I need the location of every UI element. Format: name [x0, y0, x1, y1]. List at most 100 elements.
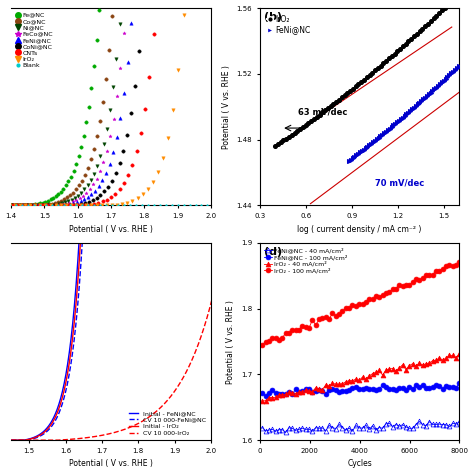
Point	[44, 201, 52, 209]
Point	[85, 198, 93, 205]
Point	[84, 201, 92, 209]
Initial - IrO₂	[55, 409, 61, 415]
Point	[103, 201, 110, 209]
Point	[397, 115, 405, 123]
Point	[39, 201, 46, 209]
Point	[128, 109, 135, 117]
Point	[5, 201, 12, 209]
Point	[25, 201, 32, 209]
Point	[108, 12, 116, 20]
Point	[4, 201, 12, 209]
Point	[102, 169, 110, 177]
Point	[27, 201, 35, 209]
Point	[48, 201, 55, 209]
Initial - IrO₂	[46, 425, 51, 431]
Point	[9, 201, 16, 209]
Point	[399, 114, 407, 121]
Point	[73, 196, 80, 204]
Point	[7, 201, 15, 209]
Point	[102, 75, 110, 82]
Point	[13, 201, 21, 209]
Point	[52, 201, 59, 209]
Point	[191, 201, 199, 209]
Point	[424, 20, 432, 27]
Point	[64, 197, 72, 205]
Point	[111, 190, 119, 197]
Point	[133, 147, 140, 155]
Point	[21, 201, 29, 209]
CV 10 000-FeNi@NC	[5, 438, 10, 443]
Point	[60, 185, 67, 192]
Point	[116, 185, 123, 193]
Point	[447, 70, 455, 77]
Point	[52, 192, 59, 200]
Point	[210, 201, 217, 209]
Point	[341, 91, 348, 99]
Point	[296, 125, 304, 133]
Point	[47, 196, 55, 203]
Point	[39, 201, 46, 209]
Point	[82, 118, 90, 126]
Point	[15, 201, 23, 209]
Point	[120, 180, 128, 187]
Initial - FeNi@NC	[74, 273, 80, 279]
Point	[94, 199, 102, 207]
Point	[412, 102, 419, 110]
Point	[33, 201, 41, 209]
Point	[103, 125, 110, 132]
Point	[80, 132, 88, 139]
Point	[396, 45, 404, 53]
Point	[62, 201, 70, 209]
Initial - IrO₂	[1, 438, 7, 443]
Point	[4, 201, 11, 209]
Point	[51, 199, 59, 207]
Point	[120, 201, 128, 209]
Legend: IrO₂, FeNi@NC: IrO₂, FeNi@NC	[264, 12, 313, 37]
Point	[82, 189, 90, 197]
Point	[36, 200, 44, 207]
Point	[345, 157, 353, 165]
Point	[131, 82, 139, 90]
Point	[382, 128, 390, 136]
Point	[106, 160, 113, 167]
Point	[77, 189, 85, 197]
IrO₂ - 100 mA/cm²	[323, 315, 328, 320]
Point	[364, 143, 371, 150]
Point	[453, 64, 460, 72]
CV 10 000-FeNi@NC	[4, 438, 9, 443]
Point	[408, 35, 415, 43]
Legend: Fe@NC, Co@NC, Ni@NC, FeCo@NC, FeNi@NC, CoNi@NC, CNTs, IrO₂, Blank: Fe@NC, Co@NC, Ni@NC, FeCo@NC, FeNi@NC, C…	[14, 11, 54, 70]
Point	[319, 109, 326, 116]
Point	[45, 201, 53, 209]
Point	[42, 201, 49, 209]
Point	[291, 129, 298, 137]
Point	[302, 121, 310, 128]
CV 10 000-IrO₂	[148, 413, 154, 419]
Point	[108, 177, 116, 185]
Point	[146, 73, 153, 80]
Point	[88, 84, 95, 92]
Point	[46, 201, 53, 209]
Point	[375, 134, 383, 142]
Point	[428, 87, 436, 95]
Point	[6, 201, 13, 209]
FeNi@NC - 40 mA/cm²	[326, 422, 332, 428]
Point	[138, 201, 146, 209]
Point	[390, 122, 397, 129]
Point	[31, 201, 39, 209]
Point	[124, 131, 131, 138]
Point	[26, 201, 34, 209]
Line: IrO₂ - 40 mA/cm²: IrO₂ - 40 mA/cm²	[260, 351, 462, 403]
IrO₂ - 40 mA/cm²	[326, 383, 332, 389]
Line: CV 10 000-FeNi@NC: CV 10 000-FeNi@NC	[4, 241, 82, 440]
Point	[82, 201, 90, 209]
Point	[139, 191, 146, 198]
Point	[438, 79, 446, 86]
Point	[26, 201, 34, 209]
Point	[35, 201, 42, 209]
Point	[277, 138, 284, 146]
Point	[113, 201, 121, 209]
Point	[427, 17, 435, 25]
Point	[11, 201, 19, 209]
Point	[374, 64, 382, 72]
